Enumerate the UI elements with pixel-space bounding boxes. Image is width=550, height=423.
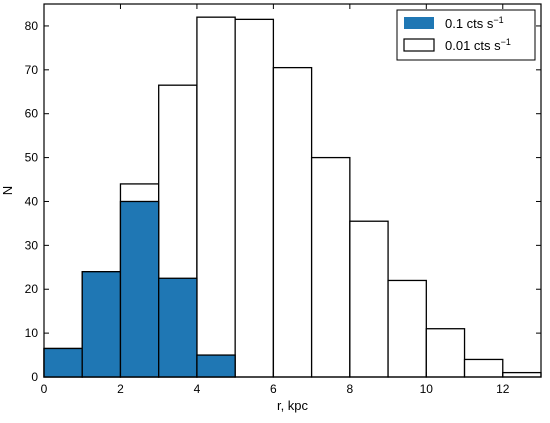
x-tick-label-4: 4: [194, 382, 201, 396]
bar-series-0-bin-4: [196, 354, 236, 378]
x-tick-label-12: 12: [496, 382, 510, 396]
y-tick-label-60: 60: [25, 107, 39, 121]
bar-series-1-bin-5: [234, 18, 275, 378]
y-axis-label: N: [0, 186, 15, 195]
bar-series-1-bin-9: [387, 279, 427, 378]
legend-label-0: 0.1 cts s−1: [445, 15, 504, 31]
y-tick-label-30: 30: [25, 238, 39, 252]
legend-swatch-1: [403, 38, 435, 52]
legend: 0.1 cts s−1 0.01 cts s−1: [396, 9, 536, 61]
bar-series-1-bin-10: [425, 328, 466, 378]
legend-swatch-0: [404, 17, 434, 29]
y-tick-label-10: 10: [25, 326, 39, 340]
x-tick-label-0: 0: [41, 382, 48, 396]
bars-layer: [43, 16, 542, 378]
bar-series-1-bin-4: [196, 16, 236, 378]
bar-series-1-bin-6: [272, 66, 313, 378]
bar-series-0-bin-2: [119, 200, 160, 378]
bar-series-0-bin-1: [81, 271, 122, 378]
ticks-layer: [43, 4, 541, 378]
bar-series-1-bin-8: [349, 220, 389, 378]
plot-frame: [43, 3, 542, 378]
y-tick-label-0: 0: [31, 370, 38, 384]
x-tick-label-6: 6: [270, 382, 277, 396]
bar-series-0-bin-3: [158, 277, 198, 378]
y-tick-label-70: 70: [25, 63, 39, 77]
y-tick-label-40: 40: [25, 194, 39, 208]
x-tick-label-8: 8: [347, 382, 354, 396]
bar-series-0-bin-0: [43, 347, 83, 378]
bar-series-1-bin-12: [502, 371, 542, 378]
y-tick-label-50: 50: [25, 151, 39, 165]
x-tick-label-10: 10: [420, 382, 434, 396]
legend-label-1: 0.01 cts s−1: [445, 37, 511, 53]
x-axis-label: r, kpc: [277, 398, 309, 413]
tick-labels-layer: 0 2 4 6 8 10 12 0 10 20 30 40 50 60 70 80: [25, 19, 510, 396]
y-tick-label-80: 80: [25, 19, 39, 33]
y-tick-label-20: 20: [25, 282, 39, 296]
x-tick-label-2: 2: [117, 382, 124, 396]
bar-series-1-bin-11: [463, 358, 504, 378]
bar-series-1-bin-7: [310, 156, 351, 378]
